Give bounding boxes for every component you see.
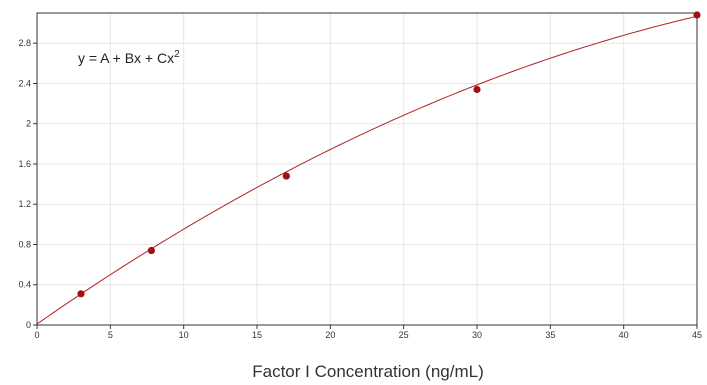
y-tick-label: 0.4 xyxy=(18,280,31,290)
x-axis-label: Factor I Concentration (ng/mL) xyxy=(252,362,483,381)
equation-annotation: y = A + Bx + Cx2 xyxy=(78,49,180,66)
equation-text: y = A + Bx + Cx xyxy=(78,50,174,66)
grid xyxy=(37,13,697,325)
x-tick-label: 0 xyxy=(34,330,39,340)
x-tick-label: 35 xyxy=(545,330,555,340)
x-tick-label: 25 xyxy=(399,330,409,340)
x-tick-label: 15 xyxy=(252,330,262,340)
x-tick-label: 30 xyxy=(472,330,482,340)
equation-superscript: 2 xyxy=(174,49,180,60)
fit-curve xyxy=(36,15,698,325)
plot-frame xyxy=(36,12,698,326)
data-point xyxy=(77,290,85,298)
y-axis-ticks: 0 0.4 0.8 1.2 1.6 2 2.4 2.8 xyxy=(18,38,37,330)
x-tick-label: 10 xyxy=(179,330,189,340)
y-tick-label: 0.8 xyxy=(18,239,31,249)
data-point xyxy=(147,246,155,255)
x-tick-label: 40 xyxy=(619,330,629,340)
y-tick-label: 2.4 xyxy=(18,78,31,88)
x-tick-label: 20 xyxy=(325,330,335,340)
y-tick-label: 1.2 xyxy=(18,199,31,209)
data-points xyxy=(77,11,701,298)
y-tick-label: 0 xyxy=(26,320,31,330)
x-tick-label: 5 xyxy=(108,330,113,340)
y-tick-label: 1.6 xyxy=(18,159,31,169)
data-point xyxy=(473,85,481,94)
y-tick-label: 2 xyxy=(26,119,31,129)
y-tick-label: 2.8 xyxy=(18,38,31,48)
data-point xyxy=(282,172,290,180)
x-axis-ticks: 0 5 10 15 20 25 30 35 40 45 xyxy=(34,325,702,340)
data-point xyxy=(693,11,701,19)
x-tick-label: 45 xyxy=(692,330,702,340)
